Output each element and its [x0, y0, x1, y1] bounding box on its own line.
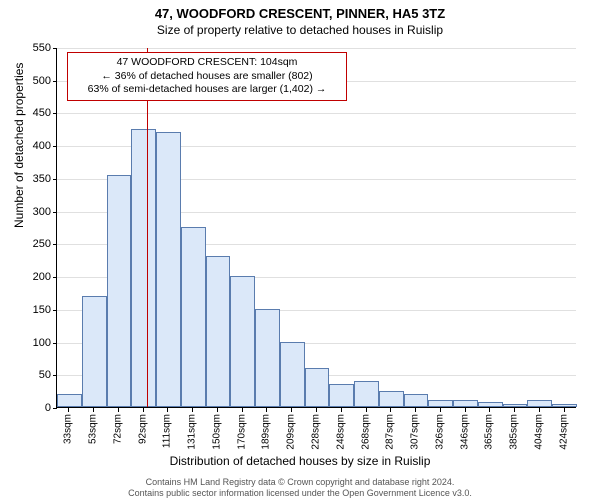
y-tick-label: 150: [33, 304, 57, 316]
x-tick-label: 131sqm: [187, 408, 198, 450]
x-tick-label: 92sqm: [137, 408, 148, 444]
annotation-box: 47 WOODFORD CRESCENT: 104sqm ← 36% of de…: [67, 52, 347, 101]
x-tick-label: 404sqm: [533, 408, 544, 450]
y-tick-label: 450: [33, 107, 57, 119]
x-tick-label: 346sqm: [459, 408, 470, 450]
histogram-bar: [527, 400, 552, 407]
x-tick-label: 150sqm: [211, 408, 222, 450]
x-tick-label: 170sqm: [236, 408, 247, 450]
histogram-bar: [280, 342, 305, 407]
x-tick-label: 209sqm: [286, 408, 297, 450]
histogram-bar: [478, 402, 503, 407]
y-tick-label: 350: [33, 173, 57, 185]
x-tick-label: 33sqm: [63, 408, 74, 444]
chart-subtitle: Size of property relative to detached ho…: [0, 21, 600, 39]
x-tick-label: 268sqm: [360, 408, 371, 450]
footer-line-1: Contains HM Land Registry data © Crown c…: [0, 477, 600, 487]
gridline: [57, 48, 576, 49]
histogram-bar: [230, 276, 255, 407]
histogram-bar: [206, 256, 231, 407]
histogram-bar: [354, 381, 379, 407]
histogram-bar: [503, 404, 528, 407]
y-tick-label: 100: [33, 337, 57, 349]
plot-region: 050100150200250300350400450500550 47 WOO…: [56, 48, 576, 408]
x-tick-label: 287sqm: [385, 408, 396, 450]
y-tick-label: 250: [33, 238, 57, 250]
x-tick-label: 248sqm: [335, 408, 346, 450]
x-tick-label: 307sqm: [410, 408, 421, 450]
y-tick-label: 500: [33, 75, 57, 87]
footer-attribution: Contains HM Land Registry data © Crown c…: [0, 477, 600, 498]
x-tick-label: 326sqm: [434, 408, 445, 450]
y-tick-label: 550: [33, 42, 57, 54]
histogram-bar: [329, 384, 354, 407]
y-tick-label: 400: [33, 140, 57, 152]
marker-line: [147, 48, 148, 407]
y-tick-label: 300: [33, 206, 57, 218]
histogram-bar: [82, 296, 107, 407]
histogram-bar: [131, 129, 156, 407]
histogram-bar: [181, 227, 206, 407]
histogram-bar: [552, 404, 577, 407]
histogram-bar: [428, 400, 453, 407]
chart-area: 050100150200250300350400450500550 47 WOO…: [56, 48, 576, 408]
histogram-bar: [57, 394, 82, 407]
histogram-bar: [453, 400, 478, 407]
chart-title: 47, WOODFORD CRESCENT, PINNER, HA5 3TZ: [0, 0, 600, 21]
histogram-bar: [379, 391, 404, 407]
x-tick-label: 72sqm: [112, 408, 123, 444]
x-tick-label: 424sqm: [558, 408, 569, 450]
annotation-line-2: ← 36% of detached houses are smaller (80…: [74, 70, 340, 84]
x-tick-label: 111sqm: [162, 408, 173, 448]
annotation-line-1: 47 WOODFORD CRESCENT: 104sqm: [74, 56, 340, 70]
x-tick-label: 228sqm: [311, 408, 322, 450]
annotation-line-3: 63% of semi-detached houses are larger (…: [74, 83, 340, 97]
x-tick-label: 53sqm: [88, 408, 99, 444]
x-axis-label: Distribution of detached houses by size …: [0, 454, 600, 468]
histogram-bar: [255, 309, 280, 407]
y-tick-label: 50: [39, 369, 57, 381]
y-tick-label: 200: [33, 271, 57, 283]
y-tick-label: 0: [45, 402, 57, 414]
histogram-bar: [404, 394, 429, 407]
histogram-bar: [305, 368, 330, 407]
gridline: [57, 113, 576, 114]
x-tick-label: 385sqm: [509, 408, 520, 450]
histogram-bar: [107, 175, 132, 407]
footer-line-2: Contains public sector information licen…: [0, 488, 600, 498]
x-tick-label: 189sqm: [261, 408, 272, 450]
x-tick-label: 365sqm: [484, 408, 495, 450]
histogram-bar: [156, 132, 181, 407]
y-axis-label: Number of detached properties: [12, 63, 26, 228]
